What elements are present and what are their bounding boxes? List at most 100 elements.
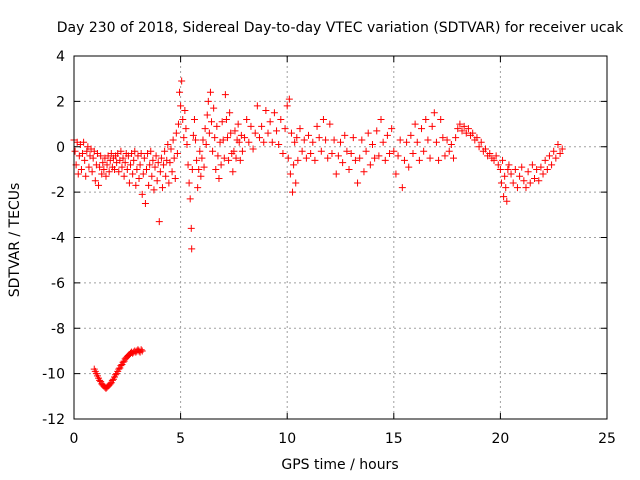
- data-point: [439, 134, 447, 142]
- data-point: [197, 172, 205, 180]
- data-point: [504, 165, 512, 173]
- data-point: [322, 136, 330, 144]
- data-point: [281, 125, 289, 133]
- data-point: [98, 170, 106, 178]
- y-tick-label: -10: [42, 367, 65, 383]
- data-point: [460, 122, 468, 130]
- data-point: [496, 165, 504, 173]
- data-point: [418, 125, 426, 133]
- data-point: [294, 156, 302, 164]
- data-point: [205, 129, 213, 137]
- data-point: [160, 161, 168, 169]
- data-point: [177, 102, 185, 110]
- data-point: [319, 116, 327, 124]
- data-point: [503, 197, 511, 205]
- data-point: [360, 168, 368, 176]
- data-point: [300, 136, 308, 144]
- data-point: [494, 161, 502, 169]
- data-point: [125, 179, 133, 187]
- data-point: [296, 125, 304, 133]
- data-point: [286, 170, 294, 178]
- data-point: [432, 138, 440, 146]
- data-point: [174, 120, 182, 128]
- data-point: [89, 154, 97, 162]
- data-point: [155, 218, 163, 226]
- data-point: [137, 346, 145, 354]
- data-point: [403, 138, 411, 146]
- data-point: [74, 170, 82, 178]
- data-point: [164, 140, 172, 148]
- data-point: [111, 165, 119, 173]
- data-point: [230, 147, 238, 155]
- data-point: [441, 152, 449, 160]
- data-point: [337, 138, 344, 146]
- data-point: [445, 147, 453, 155]
- x-tick-labels: 0 5 10 15 20 25: [70, 431, 616, 447]
- data-point: [198, 154, 206, 162]
- data-point: [268, 138, 276, 146]
- data-point: [420, 147, 428, 155]
- data-point: [289, 188, 297, 196]
- data-point: [358, 136, 366, 144]
- data-point: [232, 154, 240, 162]
- data-point: [138, 347, 146, 355]
- data-point: [522, 184, 530, 192]
- data-point: [162, 172, 170, 180]
- data-point: [179, 116, 187, 124]
- data-point: [173, 150, 181, 158]
- data-point: [477, 138, 485, 146]
- data-point: [219, 136, 227, 144]
- x-tick-label: 20: [491, 431, 509, 447]
- data-point: [115, 168, 123, 176]
- data-point: [182, 125, 190, 133]
- data-point: [375, 152, 383, 160]
- data-point: [260, 138, 268, 146]
- data-point: [262, 106, 270, 114]
- data-point: [189, 131, 197, 139]
- data-point: [77, 165, 85, 173]
- data-point: [543, 165, 551, 173]
- data-point: [241, 134, 249, 142]
- data-point: [273, 127, 281, 135]
- data-point: [238, 147, 246, 155]
- data-point: [95, 181, 103, 189]
- data-point: [186, 195, 194, 203]
- data-point: [226, 109, 234, 117]
- data-point: [137, 150, 145, 158]
- data-point: [309, 138, 317, 146]
- data-point: [220, 154, 228, 162]
- data-point: [354, 179, 362, 187]
- data-point: [407, 131, 415, 139]
- data-point: [526, 179, 534, 187]
- data-point: [126, 161, 134, 169]
- data-point: [275, 140, 283, 148]
- data-point: [558, 145, 566, 153]
- data-point: [218, 118, 226, 126]
- data-point: [415, 156, 423, 164]
- data-point: [511, 165, 519, 173]
- data-point: [154, 159, 162, 167]
- data-point: [194, 184, 202, 192]
- data-point: [390, 147, 398, 155]
- data-point: [392, 170, 400, 178]
- data-point: [368, 140, 376, 148]
- data-point: [509, 179, 517, 187]
- grid: [74, 56, 607, 419]
- data-point: [120, 172, 128, 180]
- data-point: [187, 224, 195, 232]
- data-point: [311, 156, 319, 164]
- data-point: [541, 156, 549, 164]
- data-point: [188, 165, 196, 173]
- data-point: [502, 184, 510, 192]
- data-point: [539, 170, 547, 178]
- data-point: [490, 156, 498, 164]
- data-point: [135, 175, 143, 183]
- data-point: [79, 150, 87, 158]
- data-point: [229, 168, 237, 176]
- data-point: [347, 150, 355, 158]
- data-point: [231, 127, 239, 135]
- data-point: [88, 168, 96, 176]
- data-point: [102, 172, 110, 180]
- data-point: [475, 143, 483, 151]
- data-point: [251, 129, 259, 137]
